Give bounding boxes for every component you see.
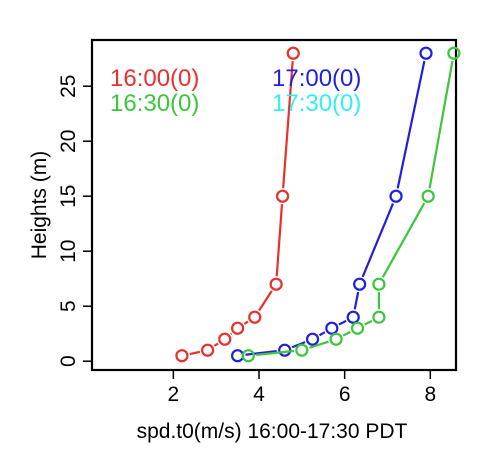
data-point [241,349,255,363]
x-tick-label: 2 [168,383,180,406]
data-point [201,343,215,357]
x-axis: 2 4 6 8 [168,370,436,406]
data-point [325,321,339,335]
legend-entry: 17:00(0) [272,65,361,92]
data-point [286,46,300,60]
series-line-segment [338,319,347,326]
data-point [350,321,365,335]
data-point [231,321,245,335]
series-line-segment [230,332,233,335]
data-point [372,277,386,291]
series-line-segment [258,290,273,312]
y-axis-label: Heights (m) [28,151,51,260]
y-tick-label: 25 [57,75,80,98]
data-point [248,310,262,324]
series-line-segment [309,340,329,349]
series-line-segment [275,204,284,277]
data-point [372,310,386,324]
data-point [447,46,461,60]
y-axis: 0 5 10 15 20 25 [57,75,92,367]
data-point [295,343,309,357]
y-tick-label: 20 [57,130,80,153]
series [241,46,461,363]
series-line-segment [256,349,294,356]
data-point [353,277,367,291]
legend-entry: 16:00(0) [110,65,199,92]
x-axis-label: spd.t0(m/s) 16:00-17:30 PDT [137,420,408,443]
y-tick-label: 5 [57,300,80,312]
legend-entry: 17:30(0) [272,90,361,117]
data-point [421,189,435,203]
data-point [346,310,360,324]
series-line-segment [353,291,360,310]
legend-entry: 16:30(0) [110,90,199,117]
x-tick-label: 6 [339,383,351,406]
series-line-segment [243,320,249,325]
data-point [269,277,283,291]
series-line-segment [245,350,277,356]
plot-frame [90,38,458,372]
series [175,46,300,363]
series-line-segment [364,319,373,326]
y-tick-label: 10 [57,240,80,263]
series-line-segment [428,60,454,189]
series-line-segment [361,203,395,278]
series-line-segment [282,61,294,189]
data-point [275,189,290,203]
data-point [175,349,189,363]
data-point [231,349,245,363]
y-tick-label: 0 [57,355,80,367]
series-line-segment [381,202,426,278]
series-line-segment [342,330,351,337]
y-tick-label: 15 [57,185,80,208]
data-point [218,332,232,346]
series-line-segment [396,60,426,189]
series-line-segment [189,350,201,356]
x-tick-label: 4 [253,383,265,406]
data-point [389,189,403,203]
data-point [419,46,433,60]
data-point [305,332,320,346]
series-line-segment [318,331,326,337]
x-tick-label: 8 [424,383,436,406]
series-line-segment [213,342,219,347]
series-layer [175,46,461,363]
data-point [329,332,343,346]
data-point [278,343,292,357]
